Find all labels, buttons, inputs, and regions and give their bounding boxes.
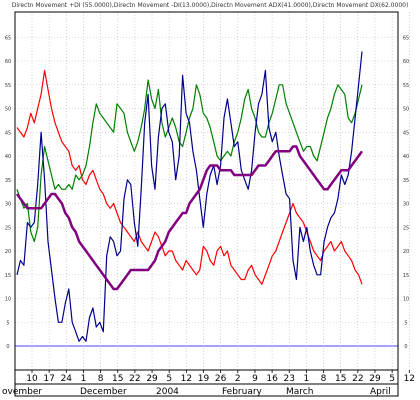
y-tick-label: 40 [5, 154, 11, 160]
y-tick-label: 35 [5, 178, 11, 184]
y-tick-label: 20 [5, 249, 11, 255]
x-tick-label: 29 [369, 374, 381, 384]
y-axis-right-labels: 0 5 10 15 20 25 30 35 40 45 50 55 60 65 [403, 35, 409, 350]
series-line-dx [16, 51, 363, 342]
x-tick-label: 29 [146, 374, 158, 384]
series-lines [15, 51, 364, 342]
y-tick-label: 25 [403, 225, 409, 231]
plot-frame [14, 11, 399, 397]
y-tick-label: 55 [5, 83, 11, 89]
x-tick-label: 15 [112, 374, 123, 384]
x-tick-label: 15 [335, 374, 346, 384]
y-tick-label: 60 [5, 59, 11, 65]
x-tick-label: 22 [352, 374, 363, 384]
y-tick-label: 30 [5, 202, 11, 208]
y-tick-label: 0 [404, 344, 407, 350]
series-line-di [16, 69, 363, 285]
x-tick-label: 8 [98, 374, 104, 384]
x-tick-label: 10 [26, 374, 38, 384]
month-label: 2004 [156, 387, 179, 397]
plot-border [14, 11, 399, 397]
x-tick-label: 24 [61, 374, 73, 384]
x-tick-label: 23 [284, 374, 295, 384]
y-tick-label: 40 [403, 154, 409, 160]
y-tick-label: 10 [5, 297, 11, 303]
x-tick-label: 1 [304, 374, 310, 384]
y-tick-label: 0 [6, 344, 9, 350]
month-label: March [286, 387, 313, 397]
y-tick-label: 65 [403, 35, 409, 41]
y-tick-label: 50 [5, 107, 11, 113]
indicator-header: Directn Movement +DI (55.0000),Directn M… [11, 2, 409, 9]
y-tick-label: 50 [403, 107, 409, 113]
y-axis-left-labels: 0 5 10 15 20 25 30 35 40 45 50 55 60 65 [5, 35, 11, 350]
x-tick-label: 1 [81, 374, 87, 384]
x-tick-label: 2 [235, 374, 241, 384]
series-line-adx [15, 145, 364, 291]
x-tick-label: 26 [215, 374, 227, 384]
x-tick-label: 12 [181, 374, 192, 384]
x-tick-label: 9 [252, 374, 258, 384]
x-tick-label: 5 [166, 374, 172, 384]
y-tick-label: 15 [5, 273, 11, 279]
y-tick-label: 30 [403, 202, 409, 208]
x-tick-label: 16 [266, 374, 278, 384]
y-tick-label: 60 [403, 59, 409, 65]
month-label: February [222, 387, 263, 397]
x-tick-label: 12 [404, 374, 415, 384]
y-tick-label: 65 [5, 35, 11, 41]
y-tick-label: 15 [403, 273, 409, 279]
month-label: December [80, 387, 127, 397]
y-tick-label: 5 [404, 320, 407, 326]
y-tick-label: 10 [403, 297, 409, 303]
series-line-di [16, 79, 363, 243]
y-tick-label: 20 [403, 249, 409, 255]
y-tick-label: 35 [403, 178, 409, 184]
x-tick-label: 19 [198, 374, 210, 384]
x-tick-label: 17 [43, 374, 54, 384]
month-label: ovember [2, 387, 42, 397]
month-label: April [370, 387, 391, 397]
y-tick-label: 55 [403, 83, 409, 89]
y-tick-label: 25 [5, 225, 11, 231]
y-tick-label: 45 [5, 130, 11, 136]
y-tick-label: 45 [403, 130, 409, 136]
grid-lines [15, 12, 410, 370]
x-tick-label: 22 [129, 374, 140, 384]
y-tick-label: 5 [6, 320, 9, 326]
x-axis-labels: 10 17 24 1 8 15 22 29 5 12 19 26 2 9 16 23 1 8 15 22 29 5 12ov… [2, 370, 415, 397]
x-tick-label: 8 [321, 374, 327, 384]
x-tick-label: 5 [389, 374, 395, 384]
